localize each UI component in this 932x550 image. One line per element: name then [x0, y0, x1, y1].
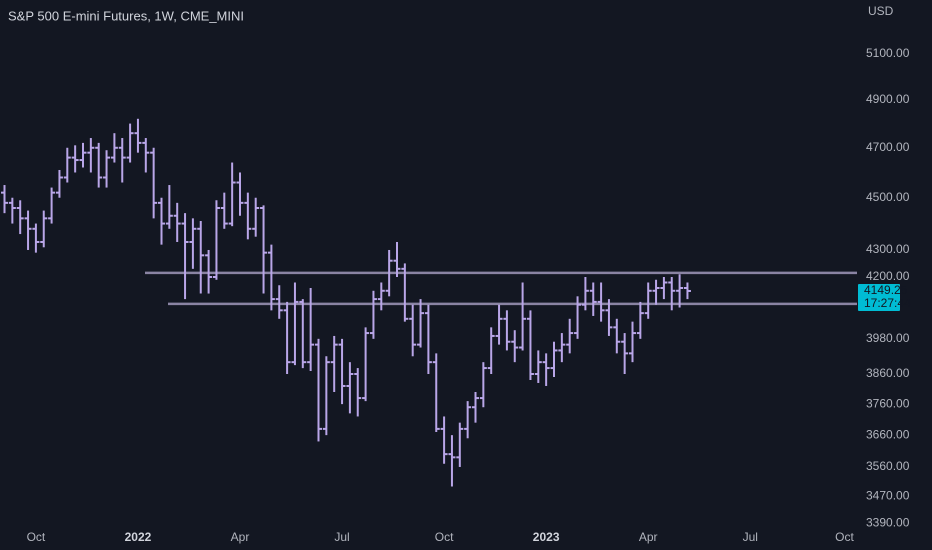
x-tick-label: Apr [639, 530, 658, 544]
x-tick-label: 2022 [125, 530, 152, 544]
y-tick-label: 3860.00 [866, 366, 910, 380]
x-tick-label: Oct [835, 530, 854, 544]
x-tick-label: Oct [27, 530, 46, 544]
y-tick-label: 4900.00 [866, 92, 910, 106]
y-tick-label: 4200.00 [866, 269, 910, 283]
x-tick-label: Jul [334, 530, 349, 544]
x-tick-label: Apr [231, 530, 250, 544]
chart-title: S&P 500 E-mini Futures, 1W, CME_MINI [8, 8, 244, 23]
last-price-label: 4149.25 [864, 283, 908, 297]
x-tick-label: Oct [435, 530, 454, 544]
last-price-badge [858, 283, 900, 311]
y-tick-label: 4700.00 [866, 140, 910, 154]
y-tick-label: 3980.00 [866, 331, 910, 345]
y-tick-label: 3660.00 [866, 427, 910, 441]
currency-label: USD [868, 4, 894, 18]
countdown-label: 17:27:44 [864, 296, 911, 310]
x-tick-label: Jul [743, 530, 758, 544]
y-tick-label: 4300.00 [866, 242, 910, 256]
y-tick-label: 5100.00 [866, 46, 910, 60]
y-tick-label: 3760.00 [866, 396, 910, 410]
y-tick-label: 3470.00 [866, 489, 910, 503]
y-tick-label: 4500.00 [866, 190, 910, 204]
y-tick-label: 3390.00 [866, 515, 910, 529]
x-tick-label: 2023 [533, 530, 560, 544]
y-tick-label: 3560.00 [866, 459, 910, 473]
